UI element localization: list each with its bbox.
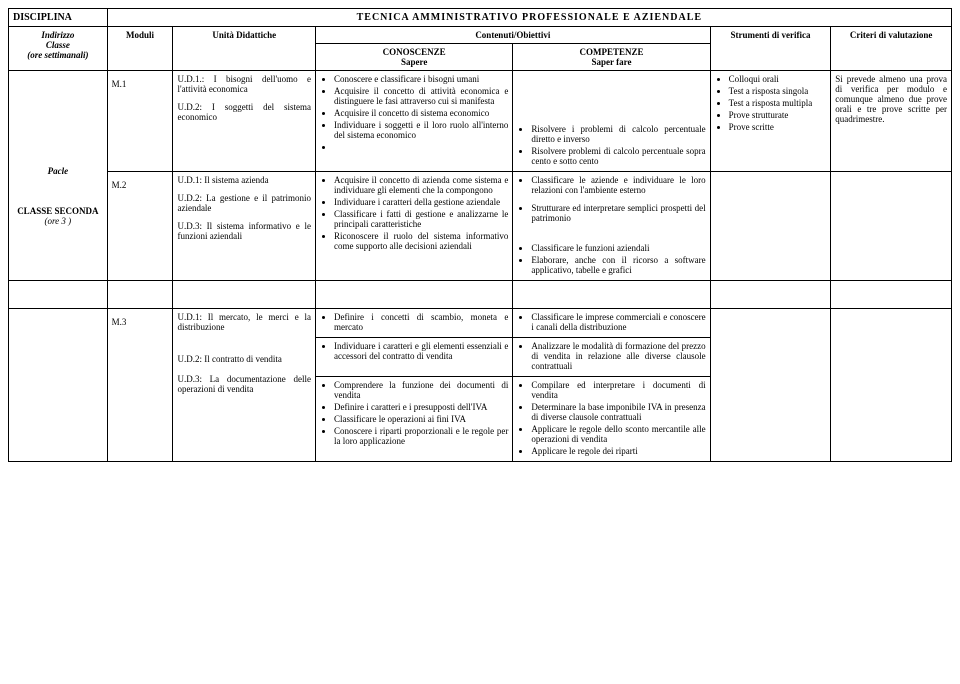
m2-mod: M.2 bbox=[107, 172, 173, 281]
curriculum-table: DISCIPLINA TECNICA AMMINISTRATIVO PROFES… bbox=[8, 8, 952, 462]
m3-strumenti bbox=[710, 309, 831, 462]
col-competenze: COMPETENZE Saper fare bbox=[513, 44, 710, 71]
left-pacle-classe: Pacle CLASSE SECONDA (ore 3 ) bbox=[9, 71, 108, 281]
m3-r3-con: Comprendere la funzione dei documenti di… bbox=[315, 377, 512, 462]
m1-strumenti: Colloqui orali Test a risposta singola T… bbox=[710, 71, 831, 172]
m3-r2-comp: Analizzare le modalità di formazione del… bbox=[513, 338, 710, 377]
m1-competenze: Risolvere i problemi di calcolo percentu… bbox=[513, 71, 710, 172]
col-moduli: Moduli bbox=[107, 27, 173, 71]
m2-ud: U.D.1: Il sistema azienda U.D.2: La gest… bbox=[173, 172, 316, 281]
col-contenuti: Contenuti/Obiettivi bbox=[315, 27, 710, 44]
m2-conoscenze: Acquisire il concetto di azienda come si… bbox=[315, 172, 512, 281]
m3-mod: M.3 bbox=[107, 309, 173, 462]
m3-left bbox=[9, 309, 108, 462]
m3-criteri bbox=[831, 309, 952, 462]
m1-conoscenze: Conoscere e classificare i bisogni umani… bbox=[315, 71, 512, 172]
col-indirizzo: Indirizzo Classe (ore settimanali) bbox=[9, 27, 108, 71]
page-title: TECNICA AMMINISTRATIVO PROFESSIONALE E A… bbox=[107, 9, 951, 27]
m1-ud: U.D.1.: I bisogni dell'uomo e l'attività… bbox=[173, 71, 316, 172]
col-unita: Unità Didattiche bbox=[173, 27, 316, 71]
m3-r1-comp: Classificare le imprese commerciali e co… bbox=[513, 309, 710, 338]
m3-r2-con: Individuare i caratteri e gli elementi e… bbox=[315, 338, 512, 377]
col-conoscenze: CONOSCENZE Sapere bbox=[315, 44, 512, 71]
m3-r3-comp: Compilare ed interpretare i documenti di… bbox=[513, 377, 710, 462]
m2-criteri bbox=[831, 172, 952, 281]
m2-competenze: Classificare le aziende e individuare le… bbox=[513, 172, 710, 281]
m3-ud: U.D.1: Il mercato, le merci e la distrib… bbox=[173, 309, 316, 462]
col-criteri: Criteri di valutazione bbox=[831, 27, 952, 71]
m2-strumenti bbox=[710, 172, 831, 281]
m1-criteri: Si prevede almeno una prova di verifica … bbox=[831, 71, 952, 172]
m3-r1-con: Definire i concetti di scambio, moneta e… bbox=[315, 309, 512, 338]
disciplina-label: DISCIPLINA bbox=[9, 9, 108, 27]
col-strumenti: Strumenti di verifica bbox=[710, 27, 831, 71]
m1-mod: M.1 bbox=[107, 71, 173, 172]
